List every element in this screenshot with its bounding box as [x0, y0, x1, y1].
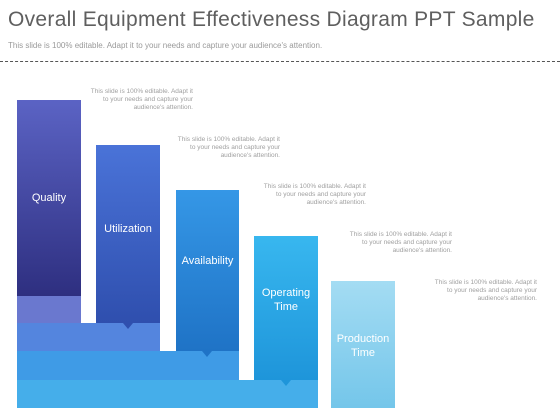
slide-title: Overall Equipment Effectiveness Diagram … — [8, 8, 535, 31]
slide-subtitle: This slide is 100% editable. Adapt it to… — [8, 41, 323, 50]
base-step-quality — [17, 296, 81, 324]
note-operating-time: This slide is 100% editable. Adapt it to … — [349, 231, 452, 254]
column-production — [331, 281, 395, 408]
label-utilization: Utilization — [104, 223, 152, 235]
note-availability: This slide is 100% editable. Adapt it to … — [263, 183, 366, 206]
column-quality — [17, 100, 81, 296]
label-availability: Availability — [181, 255, 234, 267]
base-step-availability — [17, 351, 239, 380]
column-operating — [254, 236, 318, 380]
notch-utilization — [123, 323, 133, 329]
base-step-utilization — [17, 323, 160, 351]
note-production-time: This slide is 100% editable. Adapt it to … — [434, 279, 537, 302]
base-step-operating — [17, 380, 318, 408]
label-production-time: Production Time — [336, 333, 390, 359]
column-utilization — [96, 145, 160, 323]
note-utilization: This slide is 100% editable. Adapt it to … — [177, 136, 280, 159]
notch-operating — [281, 380, 291, 386]
label-quality: Quality — [31, 192, 67, 204]
column-availability — [176, 190, 239, 351]
header-divider — [0, 61, 560, 62]
label-operating-time: Operating Time — [261, 287, 311, 313]
notch-availability — [202, 351, 212, 357]
note-quality: This slide is 100% editable. Adapt it to … — [90, 88, 193, 111]
